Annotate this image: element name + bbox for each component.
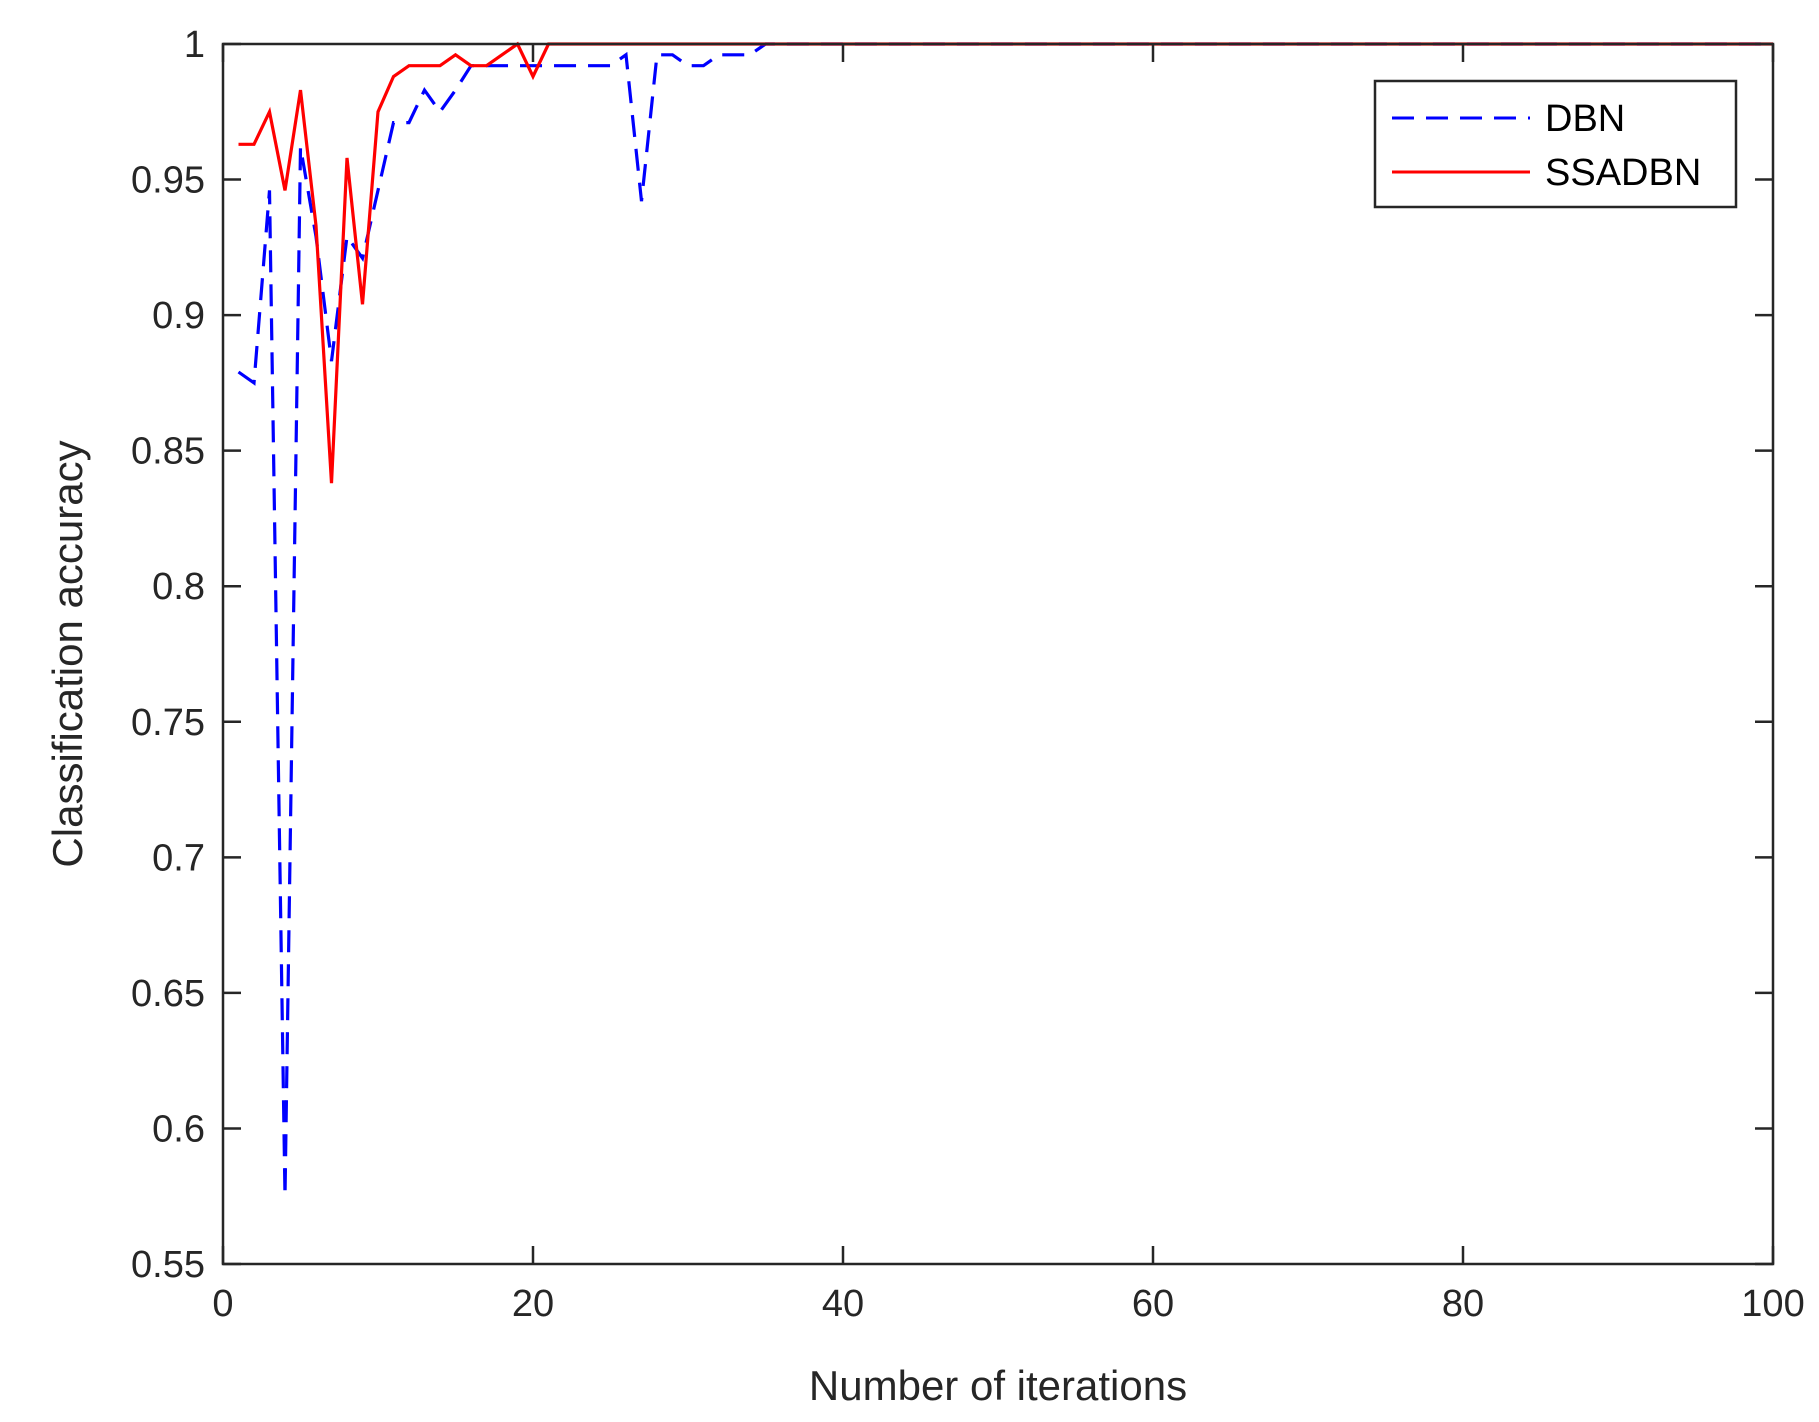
y-tick-label: 0.55 — [131, 1244, 205, 1286]
y-tick-label: 0.85 — [131, 431, 205, 473]
x-tick-label: 100 — [1741, 1283, 1804, 1325]
y-tick-label: 0.8 — [152, 566, 205, 608]
legend-box — [1373, 79, 1738, 209]
y-axis-label: Classification accuracy — [44, 440, 91, 867]
legend-label-dbn: DBN — [1545, 98, 1625, 140]
y-tick-label: 0.75 — [131, 702, 205, 744]
y-tick-label: 0.6 — [152, 1108, 205, 1150]
x-tick-label: 20 — [512, 1283, 554, 1325]
x-axis-ticks: 0 20 40 60 80 100 — [212, 44, 1805, 1325]
y-tick-label: 0.65 — [131, 973, 205, 1015]
legend-label-ssadbn: SSADBN — [1545, 152, 1701, 194]
y-tick-label: 0.7 — [152, 837, 205, 879]
x-tick-label: 40 — [822, 1283, 864, 1325]
plot-area-frame — [221, 42, 1775, 1266]
y-tick-label: 0.95 — [131, 160, 205, 202]
legend: DBN SSADBN — [1373, 79, 1738, 209]
x-tick-label: 80 — [1442, 1283, 1484, 1325]
y-axis-ticks: 0.55 0.6 0.65 0.7 0.75 0.8 0.85 0.9 0.95 1 — [131, 24, 1773, 1286]
y-tick-label: 0.9 — [152, 295, 205, 337]
y-tick-label: 1 — [184, 24, 205, 66]
x-tick-label: 0 — [212, 1283, 233, 1325]
x-axis-label: Number of iterations — [809, 1362, 1187, 1409]
x-tick-label: 60 — [1132, 1283, 1174, 1325]
